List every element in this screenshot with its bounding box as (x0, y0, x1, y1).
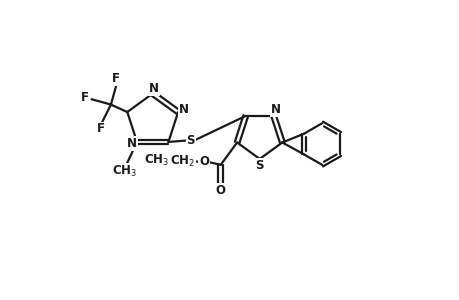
Text: N: N (178, 103, 188, 116)
Text: N: N (149, 82, 159, 95)
Text: F: F (96, 122, 104, 136)
Text: F: F (81, 91, 89, 104)
Text: CH$_3$: CH$_3$ (144, 153, 169, 169)
Text: CH$_2$: CH$_2$ (169, 154, 194, 169)
Text: O: O (215, 184, 225, 197)
Text: N: N (270, 103, 280, 116)
Text: CH$_3$: CH$_3$ (112, 164, 136, 179)
Text: F: F (112, 72, 120, 85)
Text: O: O (199, 155, 209, 168)
Text: S: S (186, 134, 195, 147)
Text: N: N (126, 137, 136, 150)
Text: S: S (255, 159, 263, 172)
